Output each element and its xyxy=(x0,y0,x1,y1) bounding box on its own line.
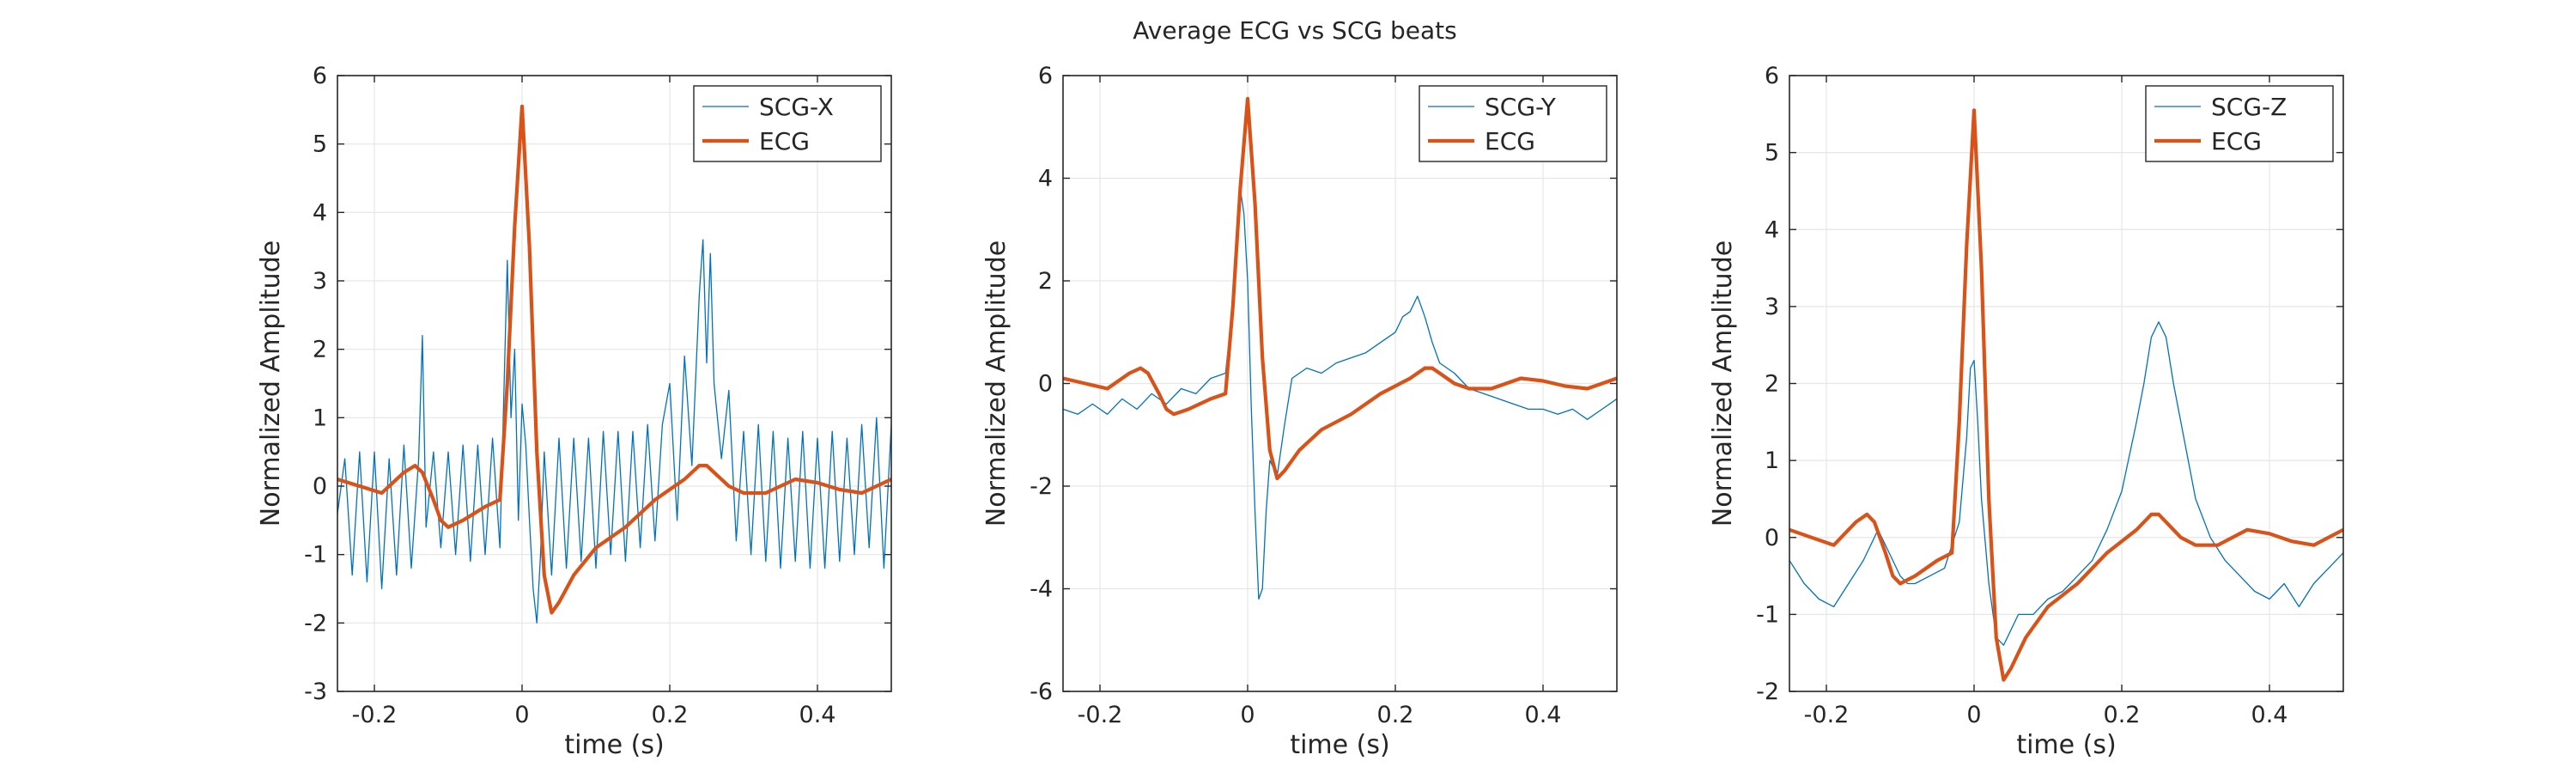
y-tick-label: 6 xyxy=(313,63,327,89)
series-line-scg-x xyxy=(337,239,891,624)
legend-label-ecg: ECG xyxy=(1485,127,1535,155)
x-tick-label: 0.4 xyxy=(2251,702,2288,728)
y-tick-label: 2 xyxy=(1765,371,1779,398)
x-tick-label: 0 xyxy=(514,702,529,728)
legend-label-ecg: ECG xyxy=(759,127,810,155)
x-tick-label: 0.2 xyxy=(1377,702,1414,728)
legend-box xyxy=(693,85,882,162)
y-tick-label: 6 xyxy=(1038,63,1053,89)
figure-title: Average ECG vs SCG beats xyxy=(1133,16,1456,45)
x-axis-label: time (s) xyxy=(1290,730,1389,760)
y-tick-label: 5 xyxy=(1765,140,1779,167)
x-tick-label: 0 xyxy=(1240,702,1255,728)
y-tick-label: -3 xyxy=(304,679,327,705)
x-axis-label: time (s) xyxy=(564,730,664,760)
y-axis-label: Normalized Amplitude xyxy=(1708,240,1738,526)
plot-area xyxy=(337,76,891,691)
y-tick-label: -1 xyxy=(304,542,327,569)
series-line-ecg xyxy=(337,104,891,615)
y-tick-label: 0 xyxy=(313,473,327,500)
y-tick-label: 2 xyxy=(1038,268,1053,295)
series-line-ecg xyxy=(1063,96,1617,481)
y-tick-label: 1 xyxy=(1765,447,1779,474)
y-tick-label: 4 xyxy=(1765,216,1779,243)
y-tick-label: 2 xyxy=(313,337,327,363)
y-tick-label: -6 xyxy=(1030,679,1053,705)
legend: SCG-Y ECG xyxy=(1419,85,1607,162)
legend: SCG-X ECG xyxy=(693,85,882,162)
y-tick-label: 0 xyxy=(1765,525,1779,551)
x-axis-label: time (s) xyxy=(2016,730,2116,760)
y-tick-label: 6 xyxy=(1765,63,1779,89)
x-tick-label: 0 xyxy=(1966,702,1981,728)
legend-box xyxy=(2145,85,2334,162)
legend-label-scg-z: SCG-Z xyxy=(2211,93,2287,121)
y-tick-label: 5 xyxy=(313,131,327,158)
x-tick-label: -0.2 xyxy=(1078,702,1123,728)
x-tick-label: 0.4 xyxy=(1525,702,1562,728)
legend-box xyxy=(1419,85,1607,162)
series-line-scg-y xyxy=(1063,187,1617,600)
y-tick-label: 3 xyxy=(1765,294,1779,320)
legend-label-scg-x: SCG-X xyxy=(759,93,834,121)
subplot-scg-y: -0.2 0 0.2 0.4 -6 -4 -2 0 2 4 6 time (s) Normalized … xyxy=(981,63,1618,760)
y-tick-label: 3 xyxy=(313,268,327,295)
x-tick-label: 0.2 xyxy=(2104,702,2141,728)
y-tick-label: -2 xyxy=(1756,679,1779,705)
y-tick-label: -4 xyxy=(1030,576,1053,603)
x-tick-label: 0.4 xyxy=(799,702,836,728)
series-line-ecg xyxy=(1789,108,2343,682)
y-tick-label: 4 xyxy=(1038,166,1053,192)
y-tick-label: 1 xyxy=(313,405,327,431)
y-tick-label: -2 xyxy=(1030,473,1053,500)
axes-frame xyxy=(337,75,892,692)
y-tick-label: -2 xyxy=(304,610,327,636)
y-tick-label: 4 xyxy=(313,199,327,226)
x-tick-label: -0.2 xyxy=(352,702,398,728)
y-tick-label: -1 xyxy=(1756,601,1779,628)
legend-label-ecg: ECG xyxy=(2211,127,2262,155)
legend: SCG-Z ECG xyxy=(2145,85,2334,162)
x-tick-label: 0.2 xyxy=(652,702,689,728)
series-line-scg-z xyxy=(1789,321,2343,646)
subplot-scg-x: -0.2 0 0.2 0.4 -3 -2 -1 0 1 2 3 4 5 6 time (s) Normaliz… xyxy=(256,63,892,760)
y-tick-label: 0 xyxy=(1038,371,1053,398)
x-tick-label: -0.2 xyxy=(1804,702,1850,728)
legend-label-scg-y: SCG-Y xyxy=(1485,93,1557,121)
y-axis-label: Normalized Amplitude xyxy=(981,240,1012,526)
y-axis-label: Normalized Amplitude xyxy=(256,240,286,526)
subplot-scg-z: -0.2 0 0.2 0.4 -2 -1 0 1 2 3 4 5 6 time (s) Normalized… xyxy=(1708,63,2344,760)
